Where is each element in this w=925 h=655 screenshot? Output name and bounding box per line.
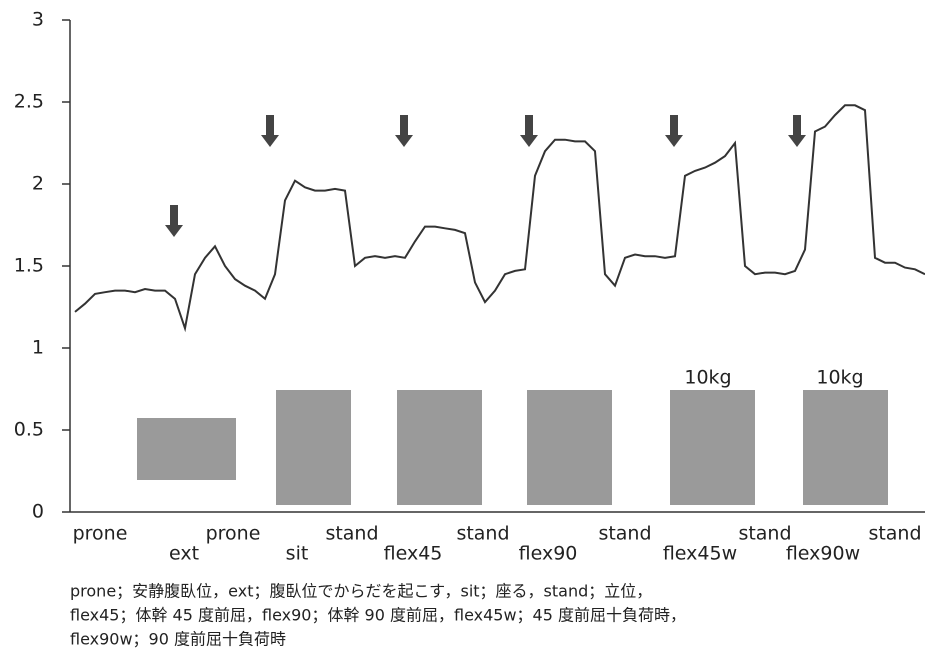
y-tick-label: 0.5 [14,419,44,441]
photo [137,418,236,480]
photos [137,390,888,505]
caption: flex45；体幹 45 度前屈，flex90；体幹 90 度前屈，flex45… [70,606,686,625]
x-tick-label: stand [868,523,921,545]
photo [276,390,351,505]
photo [803,390,888,505]
arrow [395,115,413,147]
arrow [788,115,806,147]
x-tick-label: prone [206,523,261,545]
y-tick-label: 2 [32,173,44,195]
photo [397,390,482,505]
annotation: 10kg [684,367,731,389]
x-tick-label: ext [169,543,199,565]
arrow [165,205,183,237]
x-tick-label: prone [73,523,128,545]
arrow [520,115,538,147]
photo [670,390,755,505]
x-tick-label: flex45w [663,543,737,565]
caption: prone；安静腹臥位，ext；腹臥位でからだを起こす，sit；座る，stand… [70,582,652,601]
annotation: 10kg [816,367,863,389]
x-tick-label: flex90w [786,543,860,565]
y-tick-label: 0 [32,501,44,523]
x-tick-label: stand [325,523,378,545]
chart: 10kg 10kg prone；安静腹臥位，ext；腹臥位でからだを起こす，si… [0,0,925,655]
x-tick-label: stand [738,523,791,545]
y-tick-label: 2.5 [14,91,44,113]
caption: flex90w；90 度前屈十負荷時 [70,630,286,649]
x-tick-label: flex45 [384,543,443,565]
x-tick-label: stand [456,523,509,545]
arrow [665,115,683,147]
y-tick-label: 1.5 [14,255,44,277]
x-tick-label: sit [286,543,309,565]
photo [527,390,612,505]
x-tick-label: stand [598,523,651,545]
y-tick-label: 1 [32,337,44,359]
x-tick-label: flex90 [519,543,578,565]
arrow [261,115,279,147]
y-tick-label: 3 [32,9,44,31]
